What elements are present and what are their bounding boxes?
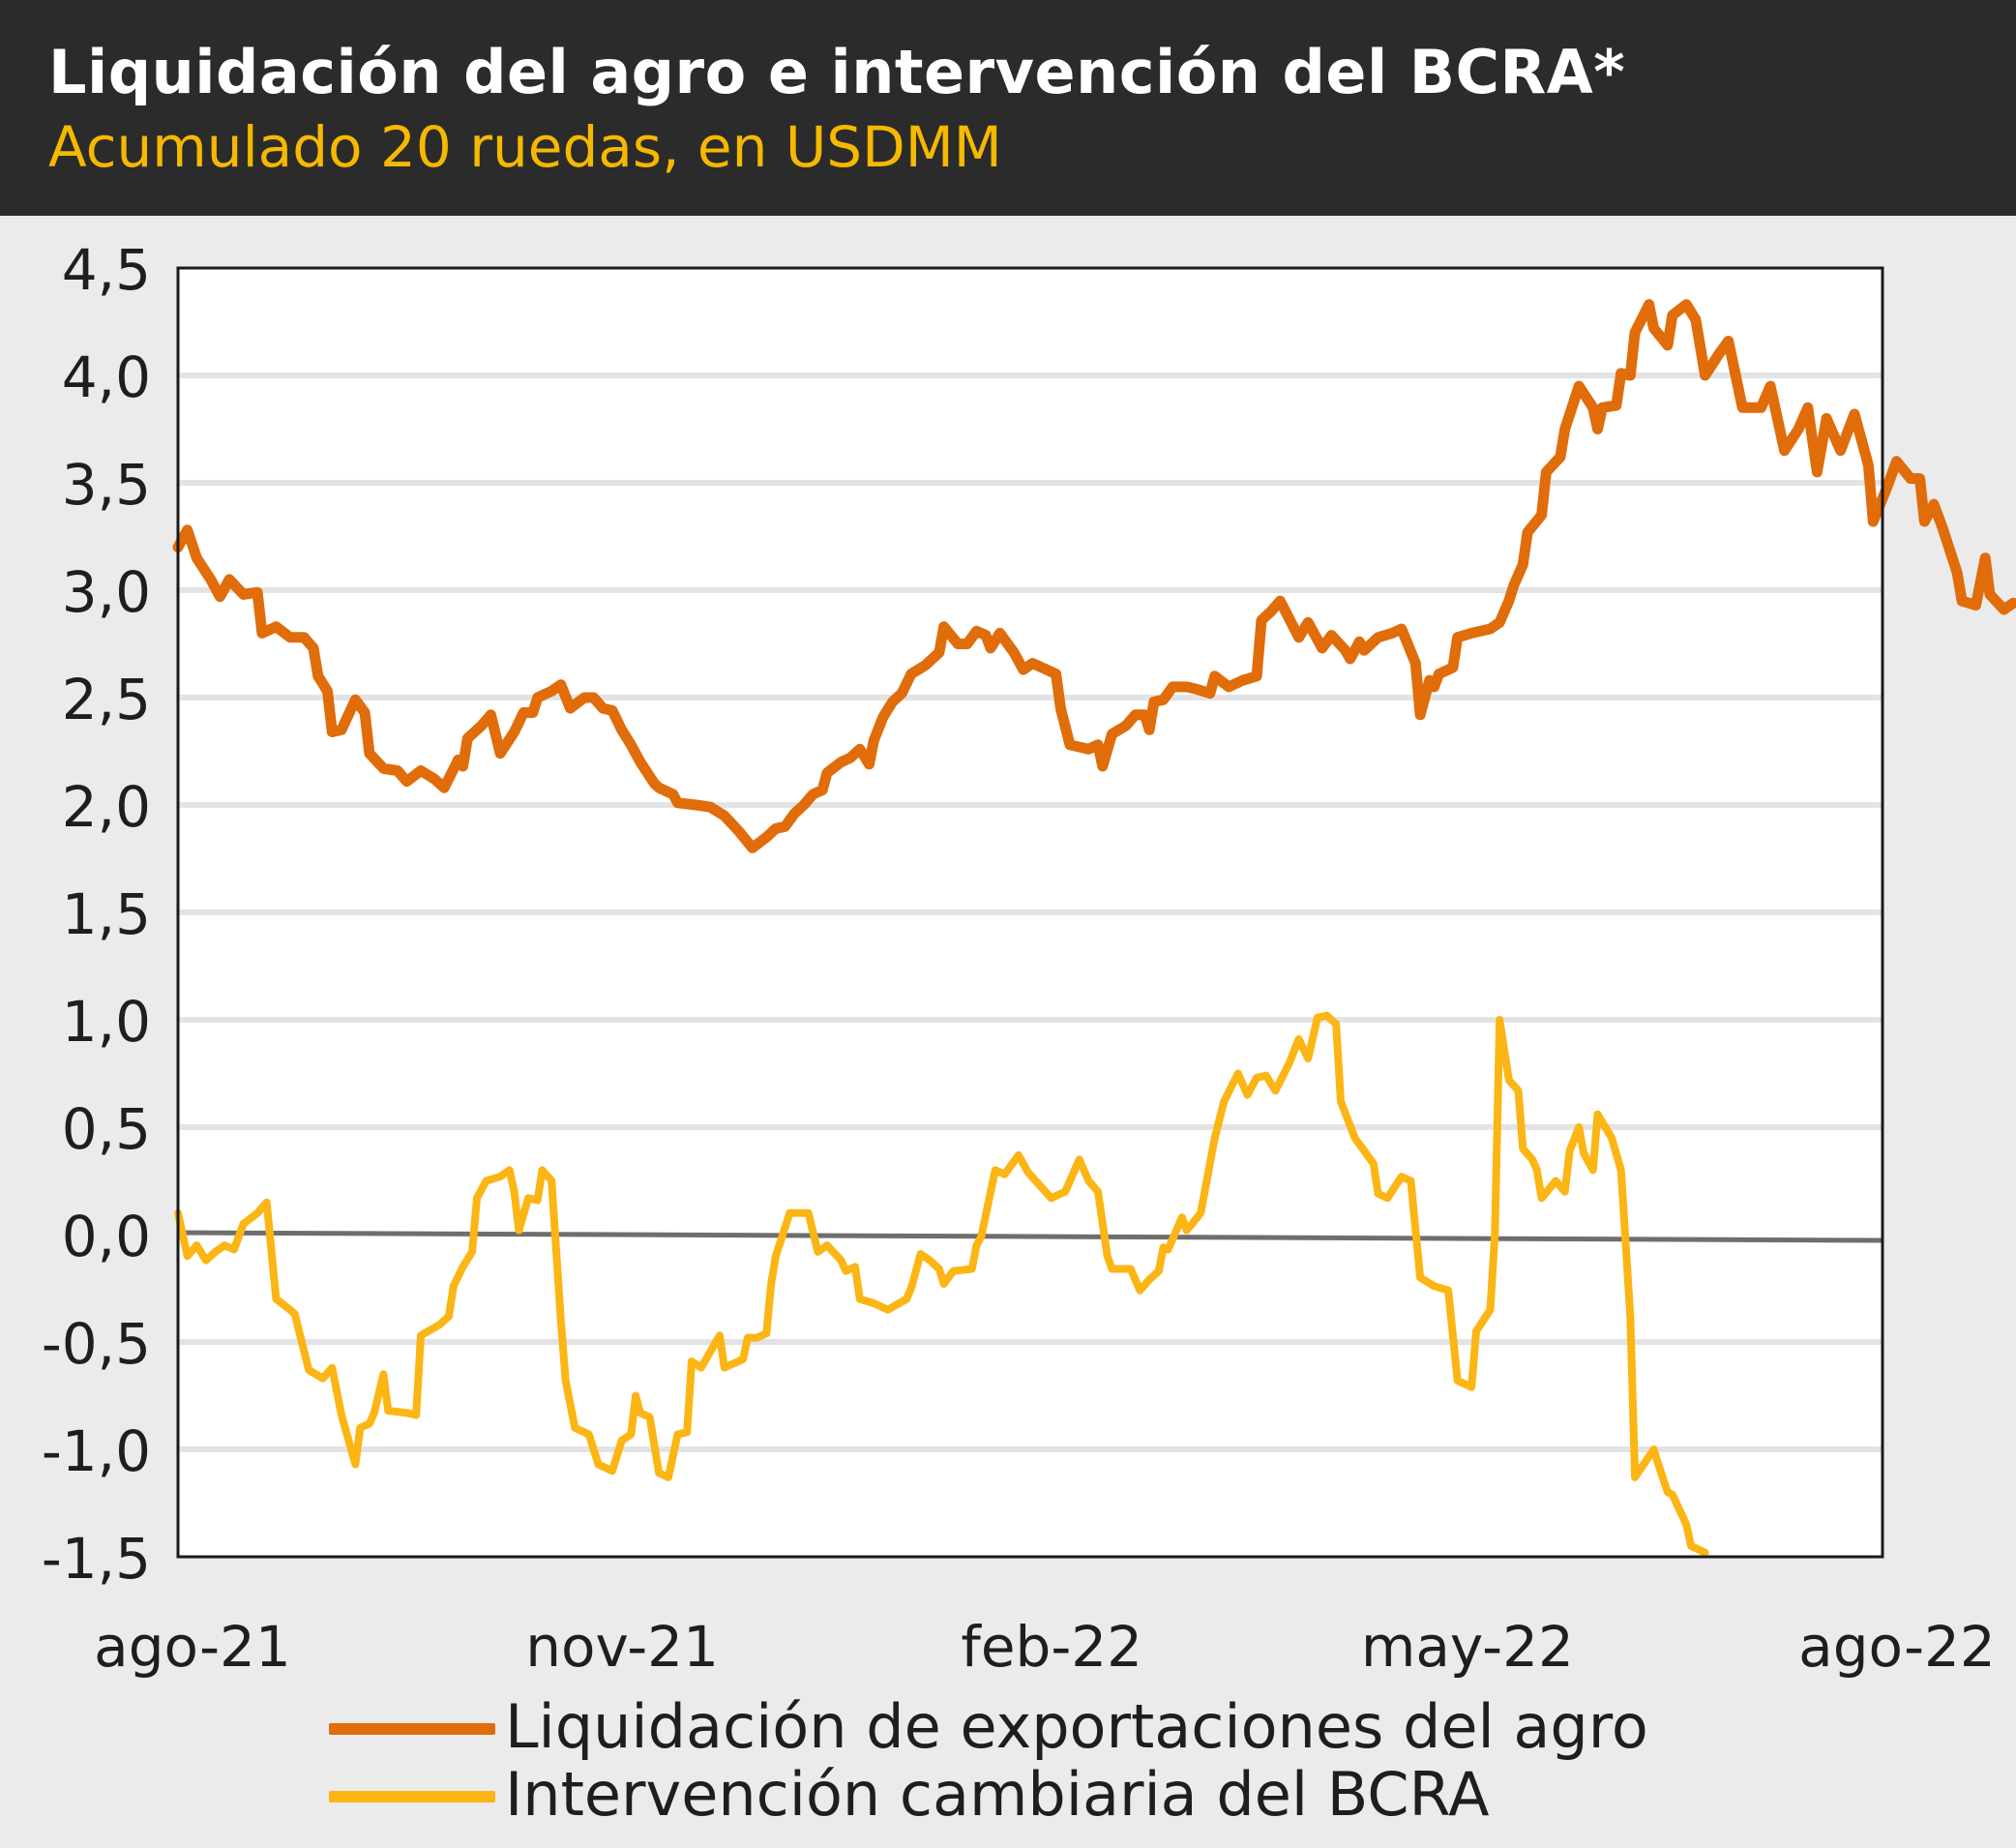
x-tick-label: may-22 xyxy=(1361,1614,1574,1680)
series-group xyxy=(172,299,2016,1557)
y-tick-label: 3,5 xyxy=(62,452,151,518)
y-tick-label: 2,5 xyxy=(62,667,151,732)
x-tick-label: feb-22 xyxy=(961,1614,1142,1680)
legend-label-bcra: Intervención cambiaria del BCRA xyxy=(505,1759,1490,1830)
legend-swatch-bcra xyxy=(329,1791,495,1803)
y-tick-label: 1,5 xyxy=(62,881,151,947)
y-tick-label: 0,5 xyxy=(62,1096,151,1162)
x-axis: ago-21 nov-21 feb-22 may-22 ago-22 xyxy=(94,1614,1996,1680)
grid-lines xyxy=(178,373,1883,1452)
legend-swatch-agro xyxy=(329,1723,495,1735)
x-tick-label: ago-22 xyxy=(1798,1614,1996,1680)
y-tick-label: 4,0 xyxy=(62,344,151,410)
series-line-agro xyxy=(172,299,2016,853)
series-line-bcra xyxy=(174,1011,1709,1557)
zero-line xyxy=(177,1230,1883,1243)
chart-title: Liquidación del agro e intervención del … xyxy=(48,37,1626,107)
y-tick-label: 4,5 xyxy=(62,237,151,303)
y-tick-label: -0,5 xyxy=(42,1311,151,1377)
y-tick-label: 0,0 xyxy=(62,1204,151,1269)
y-tick-label: -1,0 xyxy=(42,1418,151,1484)
y-tick-label: -1,5 xyxy=(42,1526,151,1592)
plot-frame xyxy=(176,266,1884,1559)
legend-label-agro: Liquidación de exportaciones del agro xyxy=(505,1691,1648,1762)
y-tick-label: 2,0 xyxy=(62,774,151,840)
chart-header: Liquidación del agro e intervención del … xyxy=(0,0,2016,216)
y-axis: 4,5 4,0 3,5 3,0 2,5 2,0 1,5 1,0 0,5 0,0 -0,5 -1,0 -1… xyxy=(42,237,151,1592)
y-tick-label: 3,0 xyxy=(62,559,151,625)
x-tick-label: ago-21 xyxy=(94,1614,291,1680)
y-tick-label: 1,0 xyxy=(62,989,151,1055)
chart-subtitle: Acumulado 20 ruedas, en USDMM xyxy=(48,114,1002,180)
zero-line-group xyxy=(177,1230,1883,1243)
x-tick-label: nov-21 xyxy=(525,1614,719,1680)
